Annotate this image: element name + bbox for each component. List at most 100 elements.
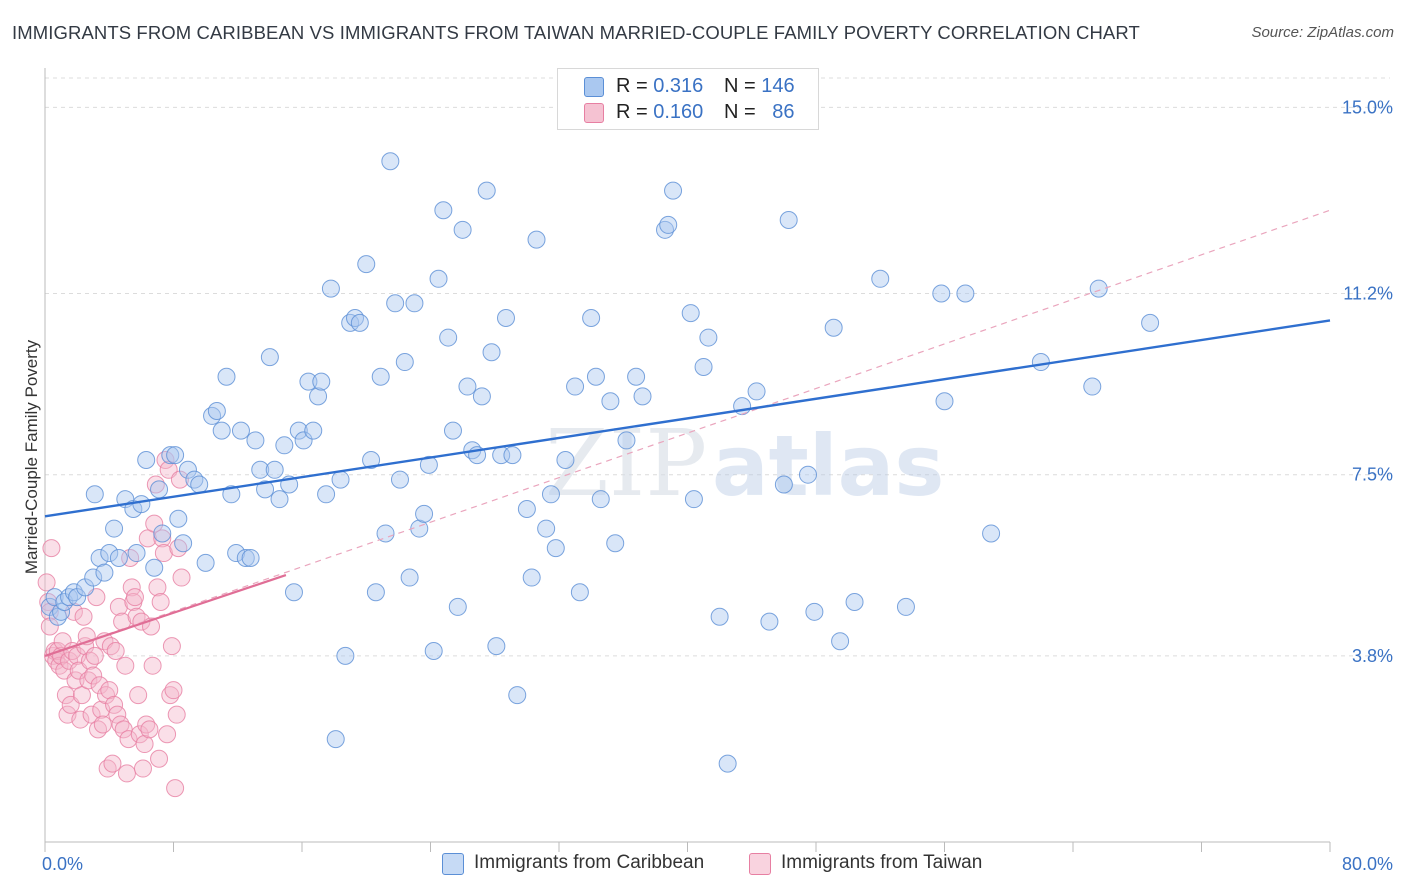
caribbean-point (617, 431, 636, 450)
taiwan-points (37, 451, 191, 798)
caribbean-point (472, 387, 491, 406)
caribbean-point (357, 255, 376, 274)
caribbean-point (699, 328, 718, 347)
legend-r-taiwan: R = 0.160 (616, 101, 703, 124)
caribbean-point (522, 568, 541, 587)
taiwan-point (154, 544, 173, 563)
caribbean-point (633, 387, 652, 406)
taiwan-point (162, 637, 181, 656)
taiwan-point (114, 720, 133, 739)
x-tick-label-min: 0.0% (42, 854, 83, 874)
caribbean-point (429, 269, 448, 288)
legend-label-caribbean: Immigrants from Caribbean (474, 852, 705, 873)
caribbean-point (336, 646, 355, 665)
caribbean-point (570, 583, 589, 602)
taiwan-point (140, 720, 159, 739)
taiwan-point (56, 686, 75, 705)
caribbean-point (537, 519, 556, 538)
caribbean-point (386, 294, 405, 313)
caribbean-point (84, 568, 103, 587)
legend-swatch-taiwan (584, 103, 604, 123)
caribbean-point (656, 220, 675, 239)
caribbean-point (317, 485, 336, 504)
y-tick-label: 3.8% (1352, 646, 1393, 666)
caribbean-point (178, 460, 197, 479)
caribbean-point (52, 602, 71, 621)
series-legend: Immigrants from Caribbean Immigrants fro… (0, 852, 1406, 878)
taiwan-point (172, 568, 191, 587)
caribbean-point (161, 446, 180, 465)
taiwan-point (111, 715, 130, 734)
y-tick-label: 15.0% (1342, 97, 1393, 117)
taiwan-point (150, 749, 169, 768)
caribbean-point (105, 519, 124, 538)
caribbean-point (203, 406, 222, 425)
caribbean-point (246, 431, 265, 450)
caribbean-point (586, 367, 605, 386)
caribbean-point (591, 490, 610, 509)
caribbean-point (217, 367, 236, 386)
taiwan-point (137, 715, 156, 734)
taiwan-point (105, 695, 124, 714)
caribbean-point (508, 686, 527, 705)
taiwan-point (151, 593, 170, 612)
caribbean-point (601, 392, 620, 411)
caribbean-point (487, 637, 506, 656)
taiwan-point (169, 539, 188, 558)
caribbean-point (251, 460, 270, 479)
caribbean-point (458, 377, 477, 396)
taiwan-point (119, 730, 138, 749)
caribbean-point (196, 553, 215, 572)
caribbean-point (684, 490, 703, 509)
caribbean-point (231, 421, 250, 440)
caribbean-point (350, 313, 369, 332)
caribbean-point (331, 470, 350, 489)
taiwan-point (106, 642, 125, 660)
taiwan-point (117, 764, 136, 783)
caribbean-point (270, 490, 289, 509)
caribbean-point (694, 357, 713, 376)
y-tick-label: 11.2% (1343, 283, 1393, 303)
taiwan-point (79, 671, 98, 690)
caribbean-point (227, 544, 246, 563)
axes (44, 68, 1331, 852)
taiwan-point (129, 686, 148, 705)
caribbean-point (582, 308, 601, 327)
gridlines (45, 77, 1390, 657)
caribbean-point (477, 181, 496, 200)
trend-lines (44, 209, 1331, 657)
caribbean-point (956, 284, 975, 303)
caribbean-point (541, 485, 560, 504)
caribbean-point (443, 421, 462, 440)
taiwan-point (148, 578, 167, 597)
caribbean-point (174, 534, 193, 553)
caribbean-point (145, 558, 164, 577)
caribbean-point (381, 152, 400, 171)
caribbean-point (309, 387, 328, 406)
caribbean-point (275, 436, 294, 455)
caribbean-points (40, 152, 1160, 773)
caribbean-point (400, 568, 419, 587)
caribbean-point (321, 279, 340, 298)
caribbean-point (503, 446, 522, 465)
caribbean-point (256, 480, 275, 499)
caribbean-point (371, 367, 390, 386)
n-value-caribbean: 146 (761, 75, 795, 97)
caribbean-point (664, 181, 683, 200)
caribbean-point (100, 544, 119, 563)
legend-label-taiwan: Immigrants from Taiwan (781, 852, 983, 873)
caribbean-point (341, 313, 360, 332)
caribbean-point (150, 480, 169, 499)
taiwan-point (98, 759, 117, 778)
caribbean-point (566, 377, 585, 396)
caribbean-point (448, 597, 467, 616)
caribbean-point (212, 421, 231, 440)
caribbean-point (127, 544, 146, 563)
caribbean-point (424, 642, 443, 660)
y-axis-label: Married-Couple Family Poverty (22, 339, 41, 574)
caribbean-point (1031, 353, 1050, 372)
caribbean-point (236, 548, 255, 567)
taiwan-point (80, 651, 99, 670)
caribbean-point (710, 607, 729, 626)
taiwan-point (166, 779, 185, 798)
